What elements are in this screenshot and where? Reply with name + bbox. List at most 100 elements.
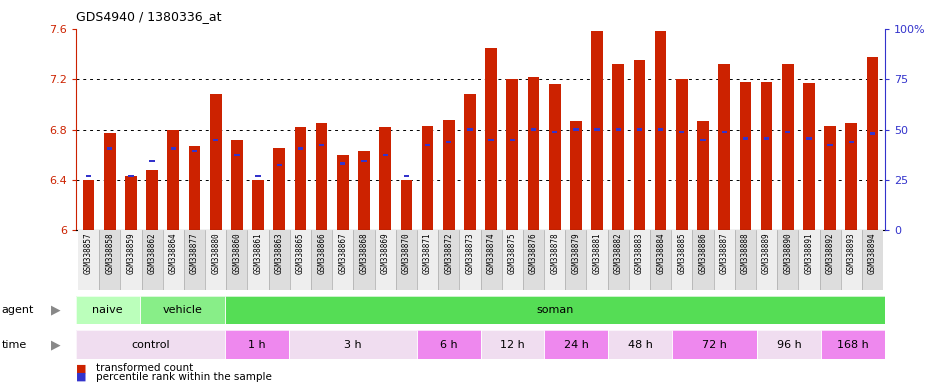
Bar: [841, 230, 862, 290]
Text: GSM338880: GSM338880: [211, 232, 220, 274]
Bar: [481, 330, 545, 359]
Bar: [76, 330, 225, 359]
Bar: [379, 127, 391, 230]
Bar: [655, 31, 666, 230]
Text: GSM338879: GSM338879: [572, 232, 580, 274]
Text: GSM338863: GSM338863: [275, 232, 284, 274]
Text: GSM338883: GSM338883: [635, 232, 644, 274]
Text: GSM338884: GSM338884: [656, 232, 665, 274]
Bar: [828, 144, 832, 146]
Bar: [383, 154, 388, 156]
Bar: [488, 139, 494, 141]
Text: GSM338875: GSM338875: [508, 232, 517, 274]
Text: GSM338885: GSM338885: [677, 232, 686, 274]
Bar: [531, 129, 536, 131]
Bar: [140, 296, 225, 324]
Text: 168 h: 168 h: [837, 339, 869, 350]
Text: GSM338859: GSM338859: [127, 232, 135, 274]
Bar: [586, 230, 608, 290]
Text: GSM338886: GSM338886: [698, 232, 708, 274]
Bar: [189, 146, 201, 230]
Text: GSM338872: GSM338872: [444, 232, 453, 274]
Bar: [595, 129, 599, 131]
Bar: [672, 230, 693, 290]
Bar: [425, 144, 430, 146]
Bar: [167, 129, 179, 230]
Text: transformed count: transformed count: [96, 363, 193, 373]
Bar: [422, 126, 434, 230]
Bar: [679, 131, 684, 133]
Text: percentile rank within the sample: percentile rank within the sample: [96, 372, 272, 382]
Text: GSM338867: GSM338867: [339, 232, 347, 274]
Bar: [565, 230, 586, 290]
Bar: [210, 94, 221, 230]
Bar: [758, 330, 821, 359]
Bar: [82, 180, 94, 230]
Bar: [552, 131, 558, 133]
Text: 72 h: 72 h: [702, 339, 727, 350]
Text: GSM338892: GSM338892: [826, 232, 834, 274]
Bar: [125, 176, 137, 230]
Bar: [403, 175, 409, 177]
Bar: [591, 31, 603, 230]
Bar: [634, 60, 646, 230]
Bar: [298, 147, 303, 150]
Bar: [142, 230, 163, 290]
Bar: [140, 296, 225, 324]
Bar: [225, 330, 289, 359]
Bar: [713, 230, 734, 290]
Bar: [523, 230, 544, 290]
Bar: [443, 119, 454, 230]
Bar: [507, 79, 518, 230]
Bar: [740, 82, 751, 230]
Text: ▶: ▶: [51, 338, 60, 351]
Bar: [289, 330, 416, 359]
Text: control: control: [131, 339, 169, 350]
Bar: [481, 330, 545, 359]
Bar: [481, 230, 501, 290]
Text: GSM338864: GSM338864: [169, 232, 178, 274]
Bar: [460, 230, 481, 290]
Bar: [798, 230, 820, 290]
Bar: [544, 230, 565, 290]
Bar: [464, 94, 475, 230]
Bar: [803, 83, 815, 230]
Bar: [438, 230, 460, 290]
Bar: [722, 131, 727, 133]
Text: GSM338891: GSM338891: [805, 232, 813, 274]
Bar: [650, 230, 672, 290]
Text: GSM338882: GSM338882: [614, 232, 623, 274]
Bar: [758, 330, 821, 359]
Text: GSM338870: GSM338870: [401, 232, 411, 274]
Text: GSM338866: GSM338866: [317, 232, 327, 274]
Text: GSM338858: GSM338858: [105, 232, 115, 274]
Bar: [609, 330, 672, 359]
Text: 24 h: 24 h: [564, 339, 589, 350]
Bar: [311, 230, 332, 290]
Bar: [764, 137, 770, 139]
Text: GSM338865: GSM338865: [296, 232, 305, 274]
Bar: [332, 230, 353, 290]
Text: GSM338860: GSM338860: [232, 232, 241, 274]
Bar: [416, 330, 481, 359]
Bar: [225, 296, 885, 324]
Bar: [146, 170, 158, 230]
Bar: [672, 330, 758, 359]
Text: 1 h: 1 h: [248, 339, 265, 350]
Bar: [609, 330, 672, 359]
Text: GSM338874: GSM338874: [487, 232, 496, 274]
Bar: [401, 180, 413, 230]
Text: naive: naive: [92, 305, 123, 315]
Bar: [255, 175, 261, 177]
Bar: [734, 230, 756, 290]
Text: GSM338894: GSM338894: [868, 232, 877, 274]
Bar: [820, 230, 841, 290]
Bar: [295, 127, 306, 230]
Bar: [99, 230, 120, 290]
Text: GSM338871: GSM338871: [423, 232, 432, 274]
Bar: [867, 56, 879, 230]
Text: ▶: ▶: [51, 304, 60, 316]
Bar: [268, 230, 290, 290]
Text: GSM338890: GSM338890: [783, 232, 792, 274]
Bar: [231, 140, 242, 230]
